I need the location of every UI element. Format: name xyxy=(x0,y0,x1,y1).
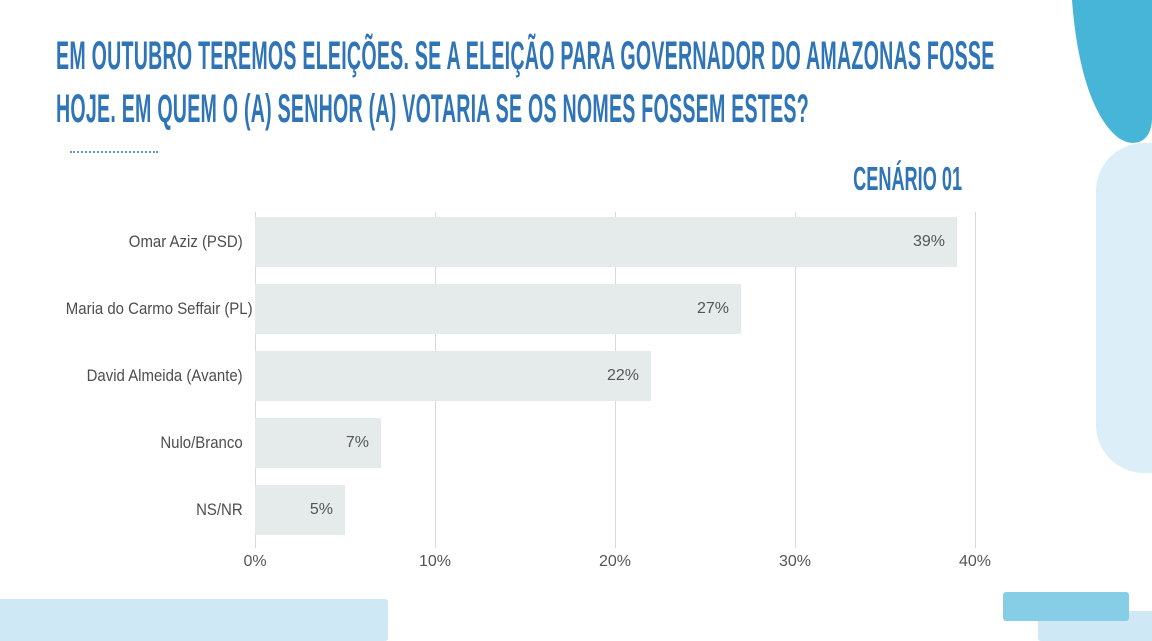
bar-track: 22% xyxy=(255,350,975,401)
bar-row: Nulo/Branco 7% xyxy=(40,409,975,476)
x-tick-label: 10% xyxy=(418,553,452,570)
x-tick-label: 40% xyxy=(958,553,992,570)
x-tick-label: 0% xyxy=(243,553,267,570)
bar-rows: Omar Aziz (PSD) 39% Maria do Carmo Seffair… xyxy=(40,208,975,543)
bar-value-label: 5% xyxy=(309,500,333,518)
bar-row: Omar Aziz (PSD) 39% xyxy=(40,208,975,275)
category-label: Omar Aziz (PSD) xyxy=(128,231,243,251)
bar-row: NS/NR 5% xyxy=(40,476,975,543)
title-underline-dotted xyxy=(70,151,158,153)
bar-row: David Almeida (Avante) 22% xyxy=(40,342,975,409)
page-title: EM OUTUBRO TEREMOS ELEIÇÕES. SE A ELEIÇÃ… xyxy=(56,34,995,131)
bar: 39% xyxy=(255,216,957,267)
x-axis: 0% 10% 20% 30% 40% xyxy=(243,553,991,579)
bar-row: Maria do Carmo Seffair (PL) 27% xyxy=(40,275,975,342)
category-label: Maria do Carmo Seffair (PL) xyxy=(65,298,253,318)
category-label: Nulo/Branco xyxy=(160,432,243,452)
bottom-left-bar-decoration xyxy=(0,599,388,641)
gridline xyxy=(795,212,796,548)
bar-value-label: 22% xyxy=(606,366,639,384)
bar-value-label: 7% xyxy=(345,433,369,451)
category-label: NS/NR xyxy=(196,499,243,519)
bar: 7% xyxy=(255,417,381,468)
bar: 5% xyxy=(255,484,345,535)
corner-wing-decoration xyxy=(1072,0,1152,143)
bar-value-label: 39% xyxy=(912,232,945,250)
bar-chart: Omar Aziz (PSD) 39% Maria do Carmo Seffair… xyxy=(40,208,991,579)
x-tick-label: 20% xyxy=(598,553,632,570)
gridline xyxy=(975,212,976,548)
bottom-right-mid-bar-decoration xyxy=(1003,592,1129,621)
x-tick-label: 30% xyxy=(778,553,812,570)
bar-track: 5% xyxy=(255,484,975,535)
bar: 27% xyxy=(255,283,741,334)
bar-track: 39% xyxy=(255,216,975,267)
category-label: David Almeida (Avante) xyxy=(86,365,243,385)
bar: 22% xyxy=(255,350,651,401)
scenario-label: CENÁRIO 01 xyxy=(853,160,962,197)
bar-value-label: 27% xyxy=(696,299,729,317)
bar-track: 27% xyxy=(255,283,975,334)
side-blob-decoration xyxy=(1096,143,1152,473)
bar-track: 7% xyxy=(255,417,975,468)
